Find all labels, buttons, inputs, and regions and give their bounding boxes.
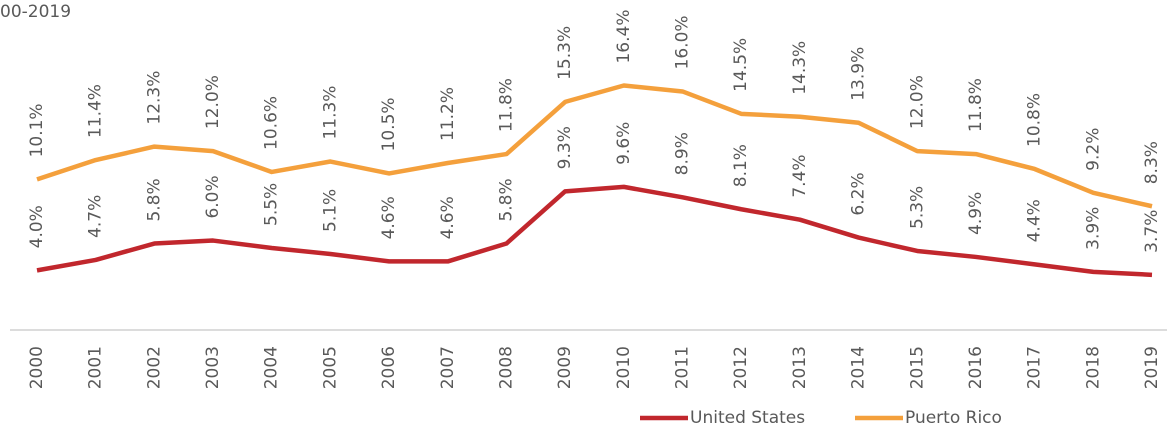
data-label: 12.0% [907,75,927,129]
data-label: 5.8% [496,178,516,221]
data-label: 10.8% [1025,93,1045,147]
x-tick-label: 2013 [790,346,810,389]
data-label: 4.0% [27,205,47,248]
x-tick-label: 2011 [673,346,693,389]
data-label: 7.4% [790,154,810,197]
data-label: 11.8% [966,78,986,132]
data-label: 10.1% [27,103,47,157]
data-label: 9.6% [614,122,634,165]
data-label: 6.0% [203,175,223,218]
data-label: 8.9% [673,132,693,175]
data-label: 16.4% [614,9,634,63]
data-label: 4.7% [86,195,106,238]
x-tick-label: 2002 [144,346,164,389]
data-label: 5.8% [144,178,164,221]
data-label: 5.1% [320,189,340,232]
x-tick-label: 2007 [438,346,458,389]
x-tick-label: 2009 [555,346,575,389]
data-label: 5.5% [262,183,282,226]
legend-label: United States [690,408,805,428]
data-label: 8.1% [731,144,751,187]
data-label: 12.3% [144,71,164,125]
x-tick-label: 2016 [966,346,986,389]
data-label: 11.4% [86,84,106,138]
data-label: 4.4% [1025,199,1045,242]
data-label: 4.6% [379,196,399,239]
x-tick-label: 2014 [849,346,869,389]
data-label: 4.6% [438,196,458,239]
data-label: 11.2% [438,87,458,141]
data-label: 15.3% [555,26,575,80]
x-tick-label: 2012 [731,346,751,389]
data-label: 9.3% [555,126,575,169]
x-tick-label: 2003 [203,346,223,389]
data-label: 3.7% [1142,210,1162,253]
data-label: 10.5% [379,97,399,151]
line [36,83,1153,209]
data-label: 8.3% [1142,141,1162,184]
data-label: 13.9% [849,47,869,101]
data-label: 4.9% [966,192,986,235]
x-tick-label: 2004 [262,346,282,389]
x-tick-label: 2015 [907,346,927,389]
legend-label: Puerto Rico [905,408,1002,428]
data-label: 12.0% [203,75,223,129]
x-tick-label: 2019 [1142,346,1162,389]
data-label: 10.6% [262,96,282,150]
data-label: 14.3% [790,41,810,95]
data-label: 11.3% [320,86,340,140]
x-tick-label: 2018 [1083,346,1103,389]
data-label: 16.0% [673,15,693,69]
x-tick-label: 2008 [496,346,516,389]
data-label: 5.3% [907,186,927,229]
x-tick-label: 2017 [1025,346,1045,389]
x-tick-label: 2001 [86,346,106,389]
x-tick-label: 2006 [379,346,399,389]
data-label: 14.5% [731,38,751,92]
data-label: 6.2% [849,172,869,215]
x-tick-label: 2005 [320,346,340,389]
chart-title: 00-2019 [0,2,71,22]
data-label: 9.2% [1083,128,1103,171]
x-tick-label: 2010 [614,346,634,389]
data-label: 11.8% [496,78,516,132]
line [36,184,1153,278]
data-label: 3.9% [1083,207,1103,250]
x-tick-label: 2000 [27,346,47,389]
